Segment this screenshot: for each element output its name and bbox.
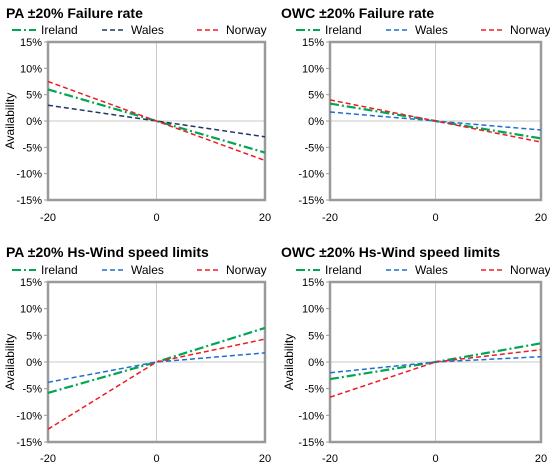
y-tick-label: 10%	[20, 63, 42, 75]
y-tick-label: 0%	[308, 357, 324, 369]
y-tick-label: 5%	[26, 90, 42, 102]
y-tick-label: -10%	[16, 410, 42, 422]
y-tick-label: -10%	[16, 169, 42, 181]
legend-label-wales: Wales	[415, 263, 448, 277]
x-tick-label: -20	[322, 453, 338, 465]
series-line-wales	[47, 352, 266, 384]
y-tick-label: -15%	[16, 437, 42, 449]
x-tick-label: 20	[535, 212, 547, 224]
y-tick-label: 0%	[308, 116, 324, 128]
legend-label-wales: Wales	[131, 263, 164, 277]
y-axis-label: Availability	[3, 334, 17, 390]
y-tick-label: 0%	[26, 357, 42, 369]
y-tick-label: -5%	[304, 384, 324, 396]
y-tick-label: 15%	[302, 37, 324, 49]
legend-label-ireland: Ireland	[41, 23, 78, 37]
chart-title: OWC ±20% Failure rate	[281, 5, 434, 21]
series-line-ireland	[47, 326, 266, 394]
y-tick-label: 10%	[20, 304, 42, 316]
y-tick-label: -5%	[22, 384, 42, 396]
x-tick-label: 20	[259, 453, 271, 465]
chart-title: PA ±20% Failure rate	[6, 5, 143, 21]
x-tick-label: 0	[432, 453, 438, 465]
legend-label-wales: Wales	[131, 23, 164, 37]
legend-label-wales: Wales	[415, 23, 448, 37]
y-axis-label: Availability	[282, 334, 296, 390]
y-tick-label: 15%	[20, 37, 42, 49]
y-tick-label: 10%	[302, 63, 324, 75]
series-line-wales	[329, 355, 542, 374]
legend-label-ireland: Ireland	[41, 263, 78, 277]
legend-label-norway: Norway	[226, 263, 267, 277]
y-tick-label: -15%	[298, 437, 324, 449]
legend-label-norway: Norway	[510, 263, 550, 277]
legend-label-ireland: Ireland	[325, 23, 362, 37]
y-axis-label: Availability	[3, 93, 17, 149]
series-line-norway	[329, 99, 542, 143]
x-tick-label: 0	[153, 212, 159, 224]
legend-label-norway: Norway	[510, 23, 550, 37]
y-tick-label: -10%	[298, 169, 324, 181]
chart-title: OWC ±20% Hs-Wind speed limits	[281, 244, 500, 260]
y-tick-label: -15%	[16, 195, 42, 207]
y-tick-label: -5%	[22, 142, 42, 154]
y-tick-label: -10%	[298, 410, 324, 422]
y-tick-label: 10%	[302, 304, 324, 316]
y-tick-label: 15%	[302, 277, 324, 289]
x-tick-label: 0	[153, 453, 159, 465]
series-line-norway	[47, 80, 266, 162]
y-tick-label: 0%	[26, 116, 42, 128]
y-tick-label: -5%	[304, 142, 324, 154]
x-tick-label: 20	[259, 212, 271, 224]
series-line-wales	[47, 104, 266, 138]
chart-title: PA ±20% Hs-Wind speed limits	[6, 244, 209, 260]
y-tick-label: 5%	[26, 330, 42, 342]
y-tick-label: 5%	[308, 330, 324, 342]
x-tick-label: 20	[535, 453, 547, 465]
series-line-ireland	[47, 88, 266, 154]
y-tick-label: -15%	[298, 195, 324, 207]
legend-label-ireland: Ireland	[325, 263, 362, 277]
y-tick-label: 5%	[308, 90, 324, 102]
x-tick-label: -20	[40, 212, 56, 224]
x-tick-label: -20	[322, 212, 338, 224]
legend-label-norway: Norway	[226, 23, 267, 37]
x-tick-label: -20	[40, 453, 56, 465]
series-line-norway	[47, 338, 266, 430]
y-tick-label: 15%	[20, 277, 42, 289]
x-tick-label: 0	[432, 212, 438, 224]
